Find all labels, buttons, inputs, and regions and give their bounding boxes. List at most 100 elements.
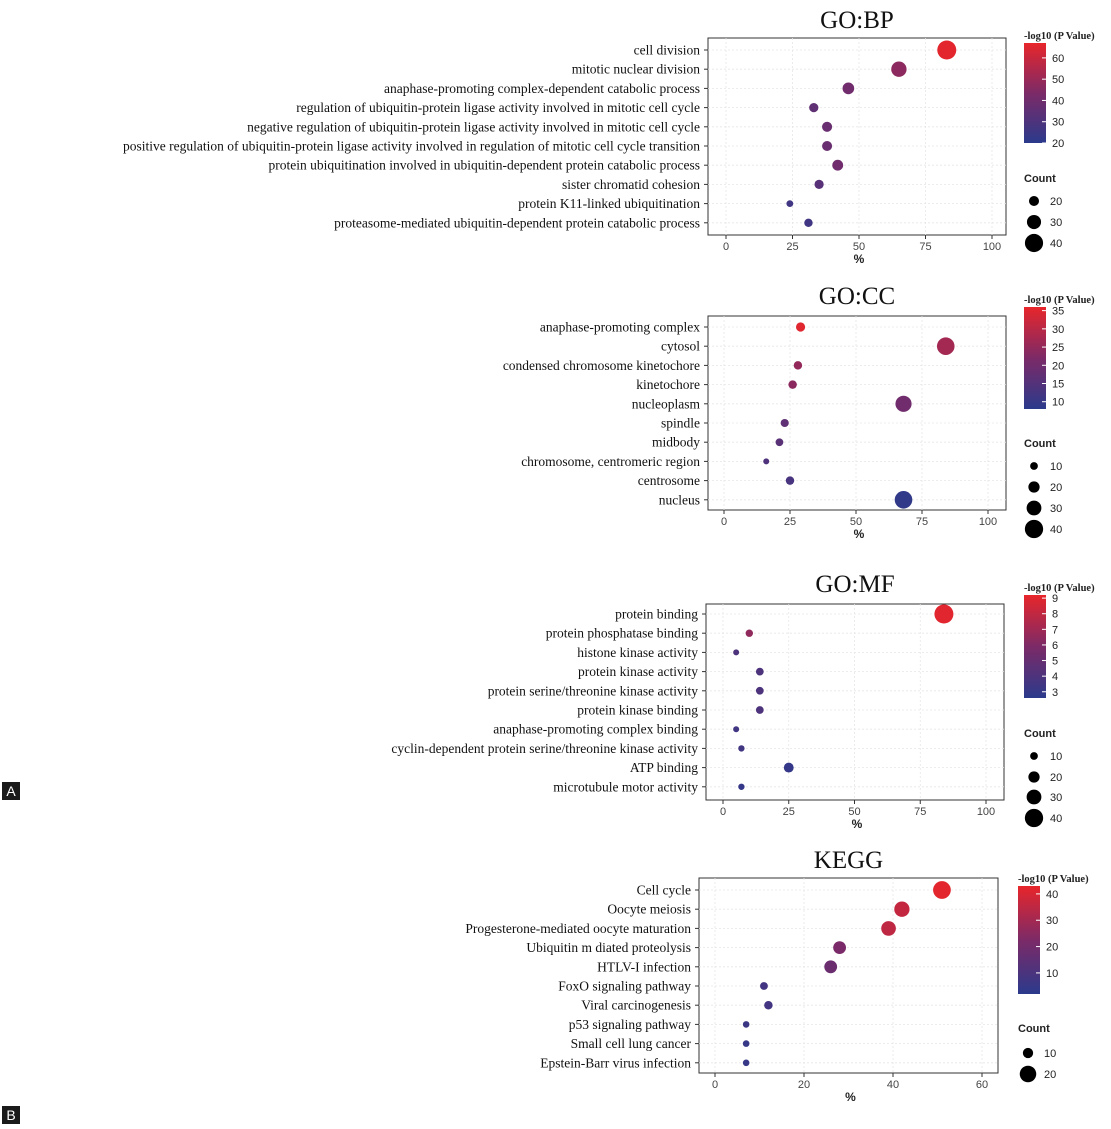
data-point bbox=[755, 706, 764, 714]
x-tick-label: 100 bbox=[979, 516, 997, 528]
size-legend-label: 20 bbox=[1050, 482, 1062, 494]
data-point bbox=[833, 941, 847, 955]
data-point bbox=[842, 82, 855, 95]
y-tick-label: ATP binding bbox=[630, 760, 698, 775]
size-legend-dot bbox=[1028, 481, 1040, 493]
panel-label-a: A bbox=[2, 782, 20, 800]
y-tick-label: chromosome, centromeric region bbox=[521, 454, 700, 469]
size-legend-label: 30 bbox=[1050, 792, 1062, 804]
color-legend-bar bbox=[1024, 307, 1046, 409]
color-legend-title: -log10 (P Value) bbox=[1024, 31, 1095, 42]
size-legend-dot bbox=[1026, 214, 1042, 230]
y-tick-label: protein ubiquitination involved in ubiqu… bbox=[268, 158, 700, 173]
x-tick-label: 0 bbox=[712, 1079, 718, 1091]
data-point bbox=[934, 604, 954, 624]
y-tick-label: protein serine/threonine kinase activity bbox=[488, 683, 699, 698]
y-tick-label: histone kinase activity bbox=[577, 645, 698, 660]
chart-panel-go-cc: GO:CC anaphase-promoting complex cytosol co… bbox=[503, 283, 1095, 541]
data-point bbox=[785, 476, 795, 485]
size-legend-label: 20 bbox=[1050, 772, 1062, 784]
color-legend-tick-label: 25 bbox=[1052, 342, 1064, 354]
color-legend-tick-label: 5 bbox=[1052, 656, 1058, 668]
y-tick-label: Ubiquitin m diated proteolysis bbox=[526, 940, 691, 955]
data-point bbox=[894, 491, 913, 509]
chart-panel-kegg: KEGG Cell cycle Oocyte meiosis Progesterone… bbox=[465, 847, 1089, 1104]
panel-label-b: B bbox=[2, 1106, 20, 1124]
x-tick-label: 40 bbox=[887, 1079, 899, 1091]
data-point bbox=[895, 395, 912, 412]
y-tick-label: protein binding bbox=[615, 607, 698, 622]
y-tick-label: cell division bbox=[634, 43, 701, 58]
data-point bbox=[733, 649, 740, 656]
data-point bbox=[822, 121, 833, 132]
x-tick-label: 100 bbox=[983, 241, 1001, 253]
y-tick-label: sister chromatid cohesion bbox=[562, 177, 700, 192]
data-point bbox=[824, 960, 838, 974]
size-legend-dot bbox=[1024, 808, 1044, 828]
color-legend-bar bbox=[1024, 595, 1046, 698]
size-legend-dot bbox=[1022, 1047, 1034, 1059]
x-tick-label: 60 bbox=[976, 1079, 988, 1091]
data-point bbox=[822, 140, 833, 152]
color-legend-tick-label: 30 bbox=[1046, 915, 1058, 927]
size-legend-label: 10 bbox=[1050, 751, 1062, 763]
x-tick-label: 0 bbox=[723, 241, 729, 253]
plot-frame bbox=[707, 37, 1007, 236]
size-legend-dot bbox=[1024, 519, 1044, 539]
x-tick-label: 20 bbox=[798, 1079, 810, 1091]
color-legend-tick-label: 30 bbox=[1052, 117, 1064, 129]
size-legend-label: 20 bbox=[1044, 1069, 1056, 1081]
color-legend-tick-label: 4 bbox=[1052, 671, 1058, 683]
y-tick-label: midbody bbox=[652, 435, 700, 450]
data-point bbox=[738, 783, 745, 790]
y-tick-label: microtubule motor activity bbox=[553, 779, 698, 794]
x-axis-label: % bbox=[854, 252, 865, 266]
y-tick-label: HTLV-I infection bbox=[597, 959, 691, 974]
size-legend-dot bbox=[1028, 771, 1040, 783]
y-tick-label: regulation of ubiquitin-protein ligase a… bbox=[296, 100, 700, 115]
data-point bbox=[881, 921, 896, 936]
y-tick-label: cyclin-dependent protein serine/threonin… bbox=[391, 741, 698, 756]
size-legend-dot bbox=[1030, 752, 1038, 760]
y-tick-label: anaphase-promoting complex binding bbox=[493, 722, 698, 737]
size-legend-title: Count bbox=[1024, 173, 1056, 185]
color-legend-tick-label: 10 bbox=[1052, 397, 1064, 409]
size-legend-label: 20 bbox=[1050, 196, 1062, 208]
data-point bbox=[742, 1059, 750, 1067]
color-legend-tick-label: 8 bbox=[1052, 609, 1058, 621]
chart-title: GO:BP bbox=[820, 7, 894, 34]
y-tick-label: cytosol bbox=[661, 339, 700, 354]
y-tick-label: anaphase-promoting complex-dependent cat… bbox=[384, 81, 700, 96]
data-point bbox=[937, 40, 957, 60]
y-tick-label: negative regulation of ubiquitin-protein… bbox=[247, 119, 700, 134]
color-legend-title: -log10 (P Value) bbox=[1018, 874, 1089, 885]
data-point bbox=[832, 159, 844, 171]
size-legend-label: 40 bbox=[1050, 238, 1062, 250]
size-legend-dot bbox=[1026, 500, 1042, 516]
y-tick-label: Small cell lung cancer bbox=[571, 1036, 692, 1051]
size-legend-label: 10 bbox=[1050, 461, 1062, 473]
data-point bbox=[733, 726, 740, 733]
x-tick-label: 50 bbox=[848, 806, 860, 818]
size-legend-dot bbox=[1028, 195, 1040, 207]
data-point bbox=[738, 745, 745, 752]
data-point bbox=[745, 629, 754, 637]
data-point bbox=[780, 418, 789, 428]
data-point bbox=[775, 438, 784, 447]
color-legend-tick-label: 9 bbox=[1052, 593, 1058, 605]
color-legend-tick-label: 20 bbox=[1052, 138, 1064, 150]
x-tick-label: 25 bbox=[784, 516, 796, 528]
data-point bbox=[814, 179, 824, 190]
y-tick-label: protein K11-linked ubiquitination bbox=[518, 196, 700, 211]
y-tick-label: Cell cycle bbox=[637, 883, 691, 898]
x-tick-label: 0 bbox=[720, 806, 726, 818]
y-tick-label: FoxO signaling pathway bbox=[558, 979, 691, 994]
x-tick-label: 50 bbox=[853, 241, 865, 253]
color-legend-tick-label: 7 bbox=[1052, 624, 1058, 636]
chart-panel-go-mf: GO:MF protein binding protein phosphatase … bbox=[391, 571, 1095, 831]
color-legend-tick-label: 40 bbox=[1052, 95, 1064, 107]
y-tick-label: protein phosphatase binding bbox=[546, 626, 698, 641]
y-tick-label: centrosome bbox=[638, 473, 700, 488]
color-legend-tick-label: 15 bbox=[1052, 379, 1064, 391]
x-axis-label: % bbox=[845, 1090, 856, 1104]
